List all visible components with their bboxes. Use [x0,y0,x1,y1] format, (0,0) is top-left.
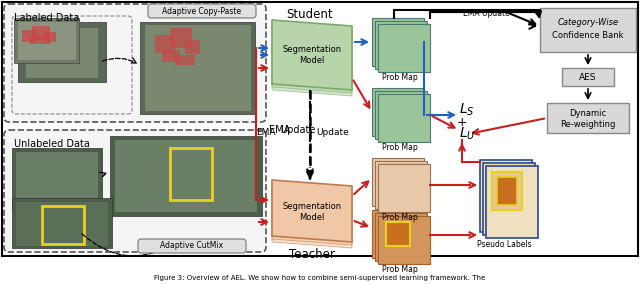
Bar [386,222,410,246]
Text: EMA: EMA [257,128,276,137]
Bar [12,148,102,210]
Bar [170,148,212,200]
Bar [162,50,180,62]
Bar [170,28,192,48]
Bar [14,18,79,63]
Bar [492,172,522,210]
Bar [110,136,262,216]
Bar [372,88,424,136]
FancyBboxPatch shape [138,239,246,253]
Bar [378,94,430,142]
Bar [375,91,427,139]
Text: Adaptive CutMix: Adaptive CutMix [161,241,223,250]
Bar [185,40,200,54]
Text: Prob Map: Prob Map [382,213,418,222]
Polygon shape [272,180,352,242]
Polygon shape [272,20,352,90]
Text: $L_U$: $L_U$ [459,126,476,142]
Bar [16,152,98,207]
Text: Update: Update [280,125,316,135]
Text: Teacher: Teacher [289,248,335,261]
Polygon shape [272,186,352,248]
Text: Segmentation
Model: Segmentation Model [282,202,342,222]
Bar [497,177,517,205]
Bar [378,216,430,264]
Text: Unlabeled Data: Unlabeled Data [14,139,90,149]
Bar [26,28,98,78]
Bar [18,22,106,82]
Text: Figure 3: Overview of AEL. We show how to combine semi-supervised learning frame: Figure 3: Overview of AEL. We show how t… [154,275,486,281]
Text: $L_S$: $L_S$ [459,102,475,118]
Bar [372,18,424,66]
Text: EMA: EMA [269,125,291,135]
Text: Prob Map: Prob Map [382,73,418,82]
Bar [175,55,195,65]
FancyBboxPatch shape [148,4,256,18]
Text: Prob Map: Prob Map [382,143,418,152]
Text: EMA Update: EMA Update [463,9,509,18]
Bar [42,206,84,244]
FancyBboxPatch shape [4,130,266,252]
Bar [372,210,424,258]
Text: AES: AES [579,72,596,82]
Text: Labeled Data: Labeled Data [14,13,79,23]
Bar [483,163,535,235]
Bar [540,8,636,52]
Text: Update: Update [316,128,349,137]
Bar [18,22,76,60]
Bar [378,24,430,72]
Bar [140,22,255,114]
Bar [486,166,538,238]
Bar [12,198,112,248]
Bar [115,140,257,212]
Text: +: + [457,116,467,128]
Bar [44,32,56,42]
Bar [145,25,251,111]
Bar [30,36,50,44]
Text: Confidence Bank: Confidence Bank [552,30,624,39]
Bar [22,30,37,42]
Bar [155,35,175,53]
Bar [16,202,108,246]
Bar [2,2,638,256]
Bar [378,164,430,212]
Text: Pseudo Labels: Pseudo Labels [477,240,531,249]
Bar [372,158,424,206]
Text: Student: Student [287,8,333,21]
Text: Dynamic: Dynamic [570,108,607,118]
FancyBboxPatch shape [4,4,266,122]
Bar [547,103,629,133]
Polygon shape [272,23,352,93]
Bar [375,213,427,261]
Text: Category-Wise: Category-Wise [557,18,619,26]
Bar [375,161,427,209]
Text: Adaptive Copy-Paste: Adaptive Copy-Paste [163,7,241,16]
Bar [32,26,50,40]
Text: Prob Map: Prob Map [382,265,418,274]
Bar [562,68,614,86]
Polygon shape [272,26,352,96]
Bar [480,160,532,232]
Text: |: | [292,125,296,135]
Polygon shape [272,183,352,245]
Bar [375,21,427,69]
Text: Re-weighting: Re-weighting [560,120,616,128]
Text: Segmentation
Model: Segmentation Model [282,45,342,65]
